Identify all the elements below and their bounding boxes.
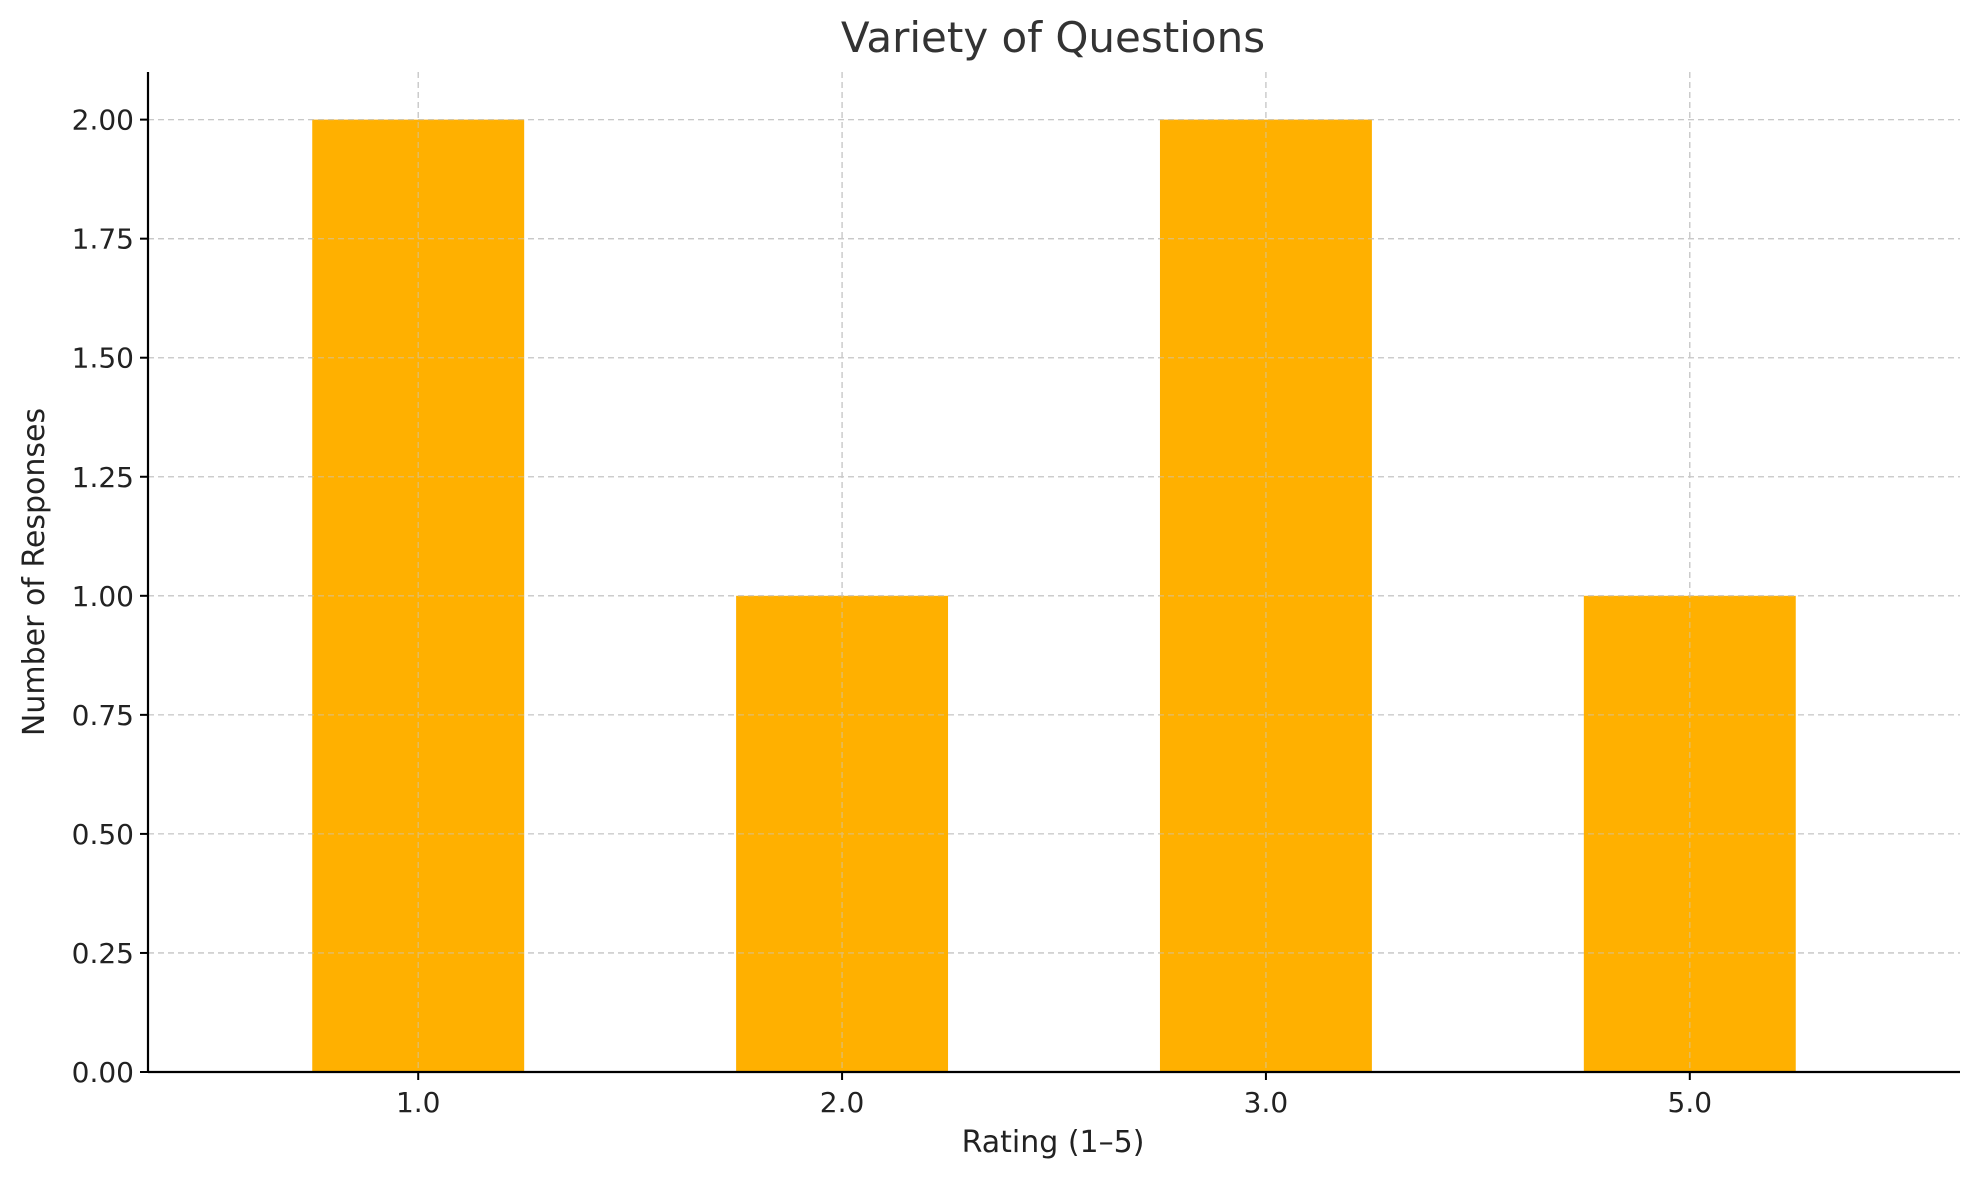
x-tick-label: 2.0 <box>820 1086 865 1119</box>
y-tick-label: 1.00 <box>72 580 134 613</box>
y-axis-title: Number of Responses <box>17 408 52 736</box>
x-axis-title: Rating (1–5) <box>962 1125 1145 1160</box>
tick-layer: 0.00 0.25 0.50 0.75 1.00 1.25 1.50 1.75 2.00 1.0 2… <box>72 104 1712 1119</box>
y-tick-label: 2.00 <box>72 104 134 137</box>
bar-layer <box>148 72 1960 1073</box>
y-tick-label: 1.75 <box>72 223 134 256</box>
y-tick-label: 1.50 <box>72 342 134 375</box>
y-tick-label: 0.25 <box>72 937 134 970</box>
y-tick-label: 0.50 <box>72 818 134 851</box>
y-tick-label: 0.75 <box>72 699 134 732</box>
chart-title: Variety of Questions <box>841 13 1265 62</box>
y-tick-label: 0.00 <box>72 1056 134 1089</box>
x-tick-label: 5.0 <box>1668 1086 1713 1119</box>
x-tick-label: 3.0 <box>1244 1086 1289 1119</box>
x-tick-label: 1.0 <box>396 1086 441 1119</box>
y-tick-label: 1.25 <box>72 461 134 494</box>
